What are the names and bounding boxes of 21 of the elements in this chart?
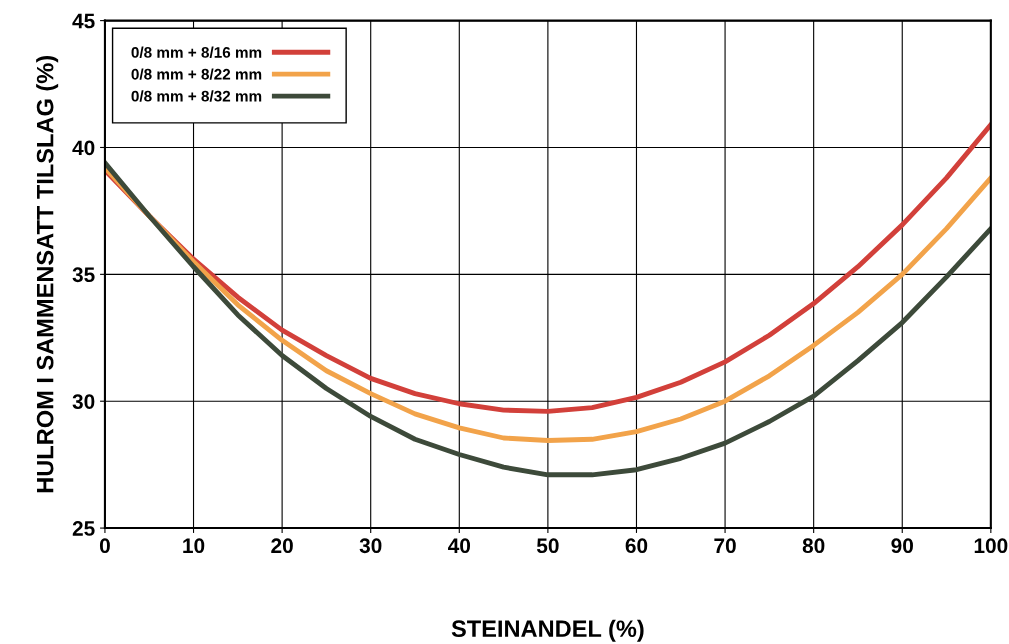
x-tick-label: 40 (448, 538, 471, 554)
y-tick-label: 40 (72, 140, 95, 156)
legend-label: 0/8 mm + 8/16 mm (131, 46, 262, 58)
y-axis-title: HULROM I SAMMENSATT TILSLAG (%) (36, 56, 59, 493)
x-tick-label: 0 (99, 538, 110, 554)
x-tick-label: 100 (974, 538, 1008, 554)
legend-label: 0/8 mm + 8/32 mm (131, 90, 262, 102)
x-tick-label: 70 (714, 538, 736, 554)
x-tick-label: 90 (891, 538, 913, 554)
x-tick-label: 60 (625, 538, 648, 554)
x-tick-label: 30 (359, 538, 382, 554)
y-tick-label: 30 (72, 394, 95, 409)
x-tick-label: 50 (536, 538, 559, 554)
x-axis-title: STEINANDEL (%) (451, 619, 644, 642)
x-tick-label: 20 (271, 538, 293, 554)
y-tick-label: 35 (72, 267, 95, 283)
legend-label: 0/8 mm + 8/22 mm (131, 68, 262, 80)
x-tick-label: 80 (802, 538, 825, 554)
y-tick-label: 25 (72, 521, 95, 536)
x-tick-label: 10 (183, 538, 205, 554)
y-tick-label: 45 (72, 13, 95, 29)
